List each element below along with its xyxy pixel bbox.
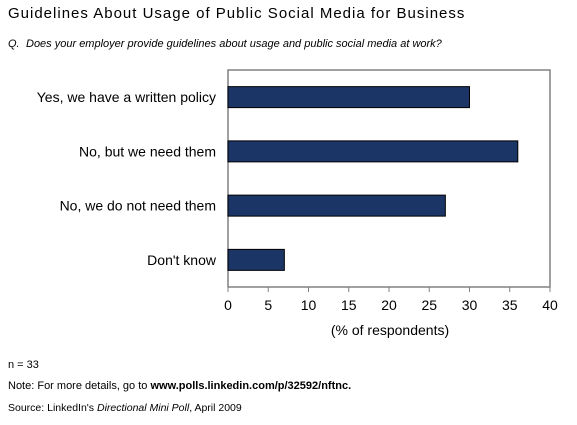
bar [227,86,470,109]
x-tick-label: 30 [462,297,478,313]
x-tick-label: 5 [264,297,272,313]
footer-source: Source: LinkedIn's Directional Mini Poll… [8,402,242,414]
source-suffix: , April 2009 [189,402,242,414]
x-tick-label: 40 [542,297,558,313]
sample-size: n = 33 [8,359,39,371]
question-label: Q. [8,38,20,50]
bar [227,194,446,217]
note-link[interactable]: www.polls.linkedin.com/p/32592/nftnc. [150,380,352,392]
chart-title: Guidelines About Usage of Public Social … [8,5,466,22]
note-prefix: Note: For more details, go to [8,380,151,392]
bar [227,248,285,271]
source-prefix: Source: LinkedIn's [8,402,97,414]
bar [227,140,519,163]
category-label: Yes, we have a written policy [37,89,216,105]
x-tick-label: 25 [421,297,437,313]
bar-chart: Yes, we have a written policy No, but we … [37,69,558,338]
x-axis-label: (% of respondents) [331,322,449,338]
x-tick-label: 10 [301,297,317,313]
survey-question: Q. Does your employer provide guidelines … [8,38,442,50]
category-label: No, we do not need them [60,198,216,214]
category-label: Don't know [147,252,217,268]
question-text: Does your employer provide guidelines ab… [26,38,442,50]
footer-note: Note: For more details, go to www.polls.… [8,380,351,392]
x-tick-label: 35 [502,297,518,313]
x-tick-label: 15 [341,297,357,313]
x-tick-label: 20 [381,297,397,313]
x-tick-label: 0 [224,297,232,313]
source-italic: Directional Mini Poll [96,402,190,414]
category-label: No, but we need them [79,143,216,159]
